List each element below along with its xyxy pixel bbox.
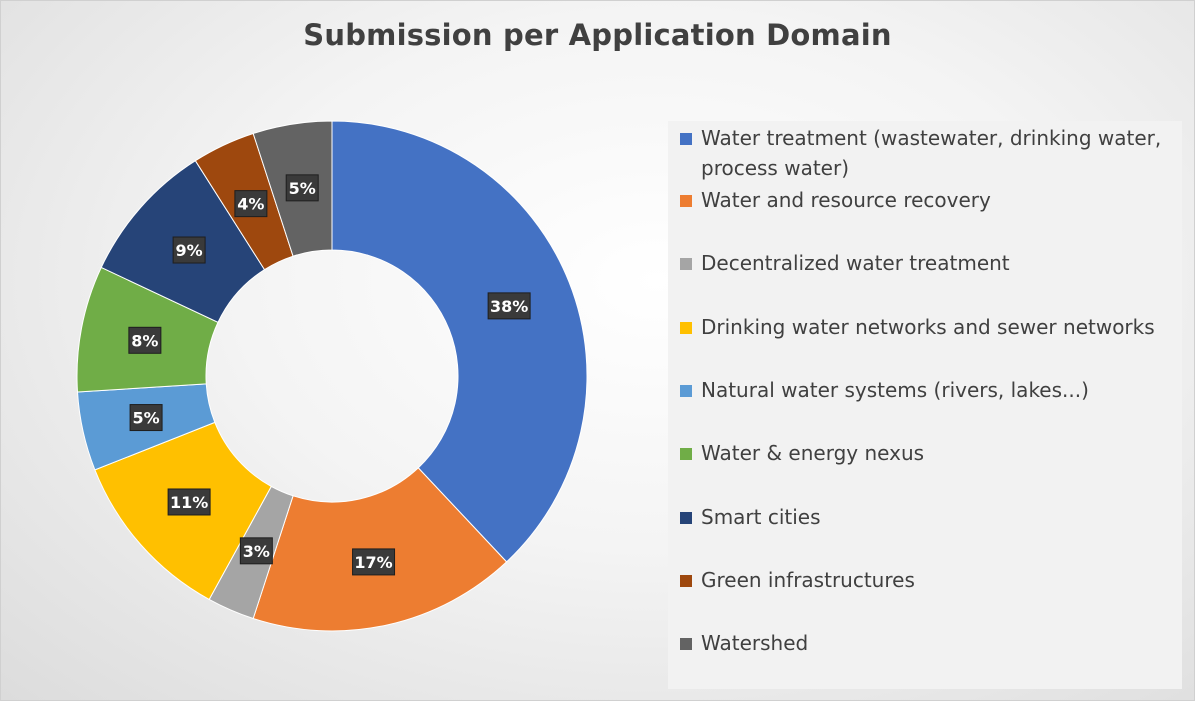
data-label-text: 5% — [133, 409, 160, 428]
legend-item: Water & energy nexus — [680, 438, 1175, 468]
legend-item: Smart cities — [680, 502, 1175, 532]
legend-label: Water and resource recovery — [701, 188, 991, 212]
legend-label: Watershed — [701, 631, 809, 655]
legend-label: Water treatment (wastewater, drinking wa… — [701, 126, 1162, 180]
legend-swatch — [680, 512, 692, 524]
legend-item: Water treatment (wastewater, drinking wa… — [680, 123, 1175, 183]
chart-title: Submission per Application Domain — [303, 18, 892, 52]
legend-item: Watershed — [680, 628, 1175, 658]
data-label-text: 8% — [131, 331, 158, 350]
legend-swatch — [680, 195, 692, 207]
legend-item: Green infrastructures — [680, 565, 1175, 595]
data-label-box — [172, 236, 206, 264]
donut-slice-1 — [331, 120, 588, 563]
data-label-3: 3% — [239, 537, 273, 565]
legend-label: Water & energy nexus — [701, 441, 925, 465]
data-label-5: 5% — [129, 404, 163, 432]
data-label-box — [234, 190, 268, 218]
legend-label: Green infrastructures — [701, 568, 915, 592]
data-label-text: 38% — [490, 297, 528, 316]
data-label-box — [128, 326, 162, 354]
data-label-1: 38% — [487, 292, 531, 320]
data-label-box — [487, 292, 531, 320]
data-label-4: 11% — [167, 488, 211, 516]
data-label-text: 9% — [176, 241, 203, 260]
legend-label: Natural water systems (rivers, lakes...) — [701, 378, 1089, 402]
donut-slices — [76, 120, 588, 632]
data-label-box — [352, 548, 396, 576]
data-label-6: 8% — [128, 326, 162, 354]
legend-item: Water and resource recovery — [680, 185, 1175, 215]
data-label-box — [167, 488, 211, 516]
data-label-box — [285, 174, 319, 202]
legend-label: Smart cities — [701, 505, 821, 529]
legend-item: Drinking water networks and sewer networ… — [680, 312, 1175, 342]
legend: Water treatment (wastewater, drinking wa… — [668, 121, 1182, 689]
data-label-text: 5% — [289, 179, 316, 198]
legend-label: Decentralized water treatment — [701, 251, 1010, 275]
data-label-8: 4% — [234, 190, 268, 218]
data-label-box — [129, 404, 163, 432]
legend-swatch — [680, 575, 692, 587]
data-label-text: 3% — [243, 542, 270, 561]
legend-swatch — [680, 133, 692, 145]
legend-swatch — [680, 322, 692, 334]
data-label-box — [239, 537, 273, 565]
data-label-2: 17% — [352, 548, 396, 576]
data-label-text: 4% — [237, 195, 264, 214]
legend-label: Drinking water networks and sewer networ… — [701, 315, 1155, 339]
legend-swatch — [680, 448, 692, 460]
legend-item: Natural water systems (rivers, lakes...) — [680, 375, 1175, 405]
legend-swatch — [680, 258, 692, 270]
legend-item: Decentralized water treatment — [680, 248, 1175, 278]
legend-swatch — [680, 638, 692, 650]
data-label-9: 5% — [285, 174, 319, 202]
legend-swatch — [680, 385, 692, 397]
data-label-text: 11% — [170, 493, 208, 512]
data-label-7: 9% — [172, 236, 206, 264]
data-labels: 38% 17% 3% 11% 5% 8% 9% 4% 5% — [128, 174, 531, 576]
data-label-text: 17% — [354, 553, 392, 572]
